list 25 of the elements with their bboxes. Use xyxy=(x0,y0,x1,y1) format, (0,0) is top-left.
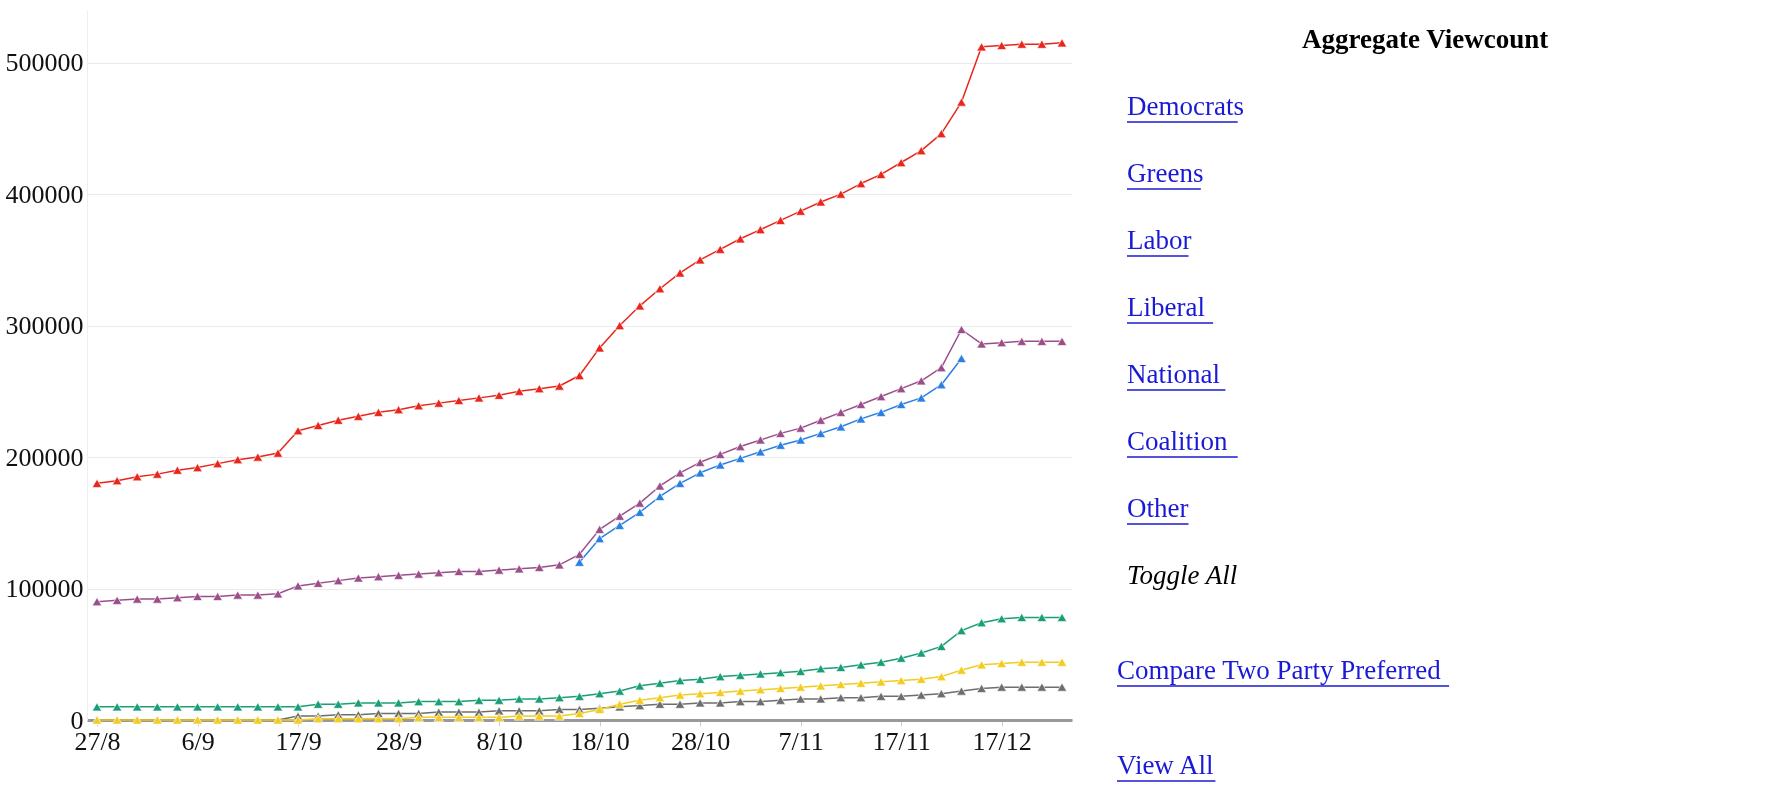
x-tick-label: 28/10 xyxy=(671,726,731,756)
text: Democrats xyxy=(1127,91,1244,121)
x-tick-label: 18/10 xyxy=(570,726,630,756)
text: Liberal xyxy=(1127,292,1205,322)
text: Aggregate Viewcount xyxy=(1302,24,1549,54)
y-tick-label: 400000 xyxy=(5,179,84,209)
text: Greens xyxy=(1127,158,1204,188)
y-tick-label: 300000 xyxy=(5,311,84,341)
x-tick-label: 28/9 xyxy=(375,726,423,756)
y-tick-label: 200000 xyxy=(5,442,84,472)
x-tick-label: 17/11 xyxy=(872,726,931,756)
x-tick-label: 8/10 xyxy=(476,726,523,756)
y-tick-label: 500000 xyxy=(5,48,84,78)
x-tick-label: 7/11 xyxy=(778,726,824,756)
text: View All xyxy=(1117,750,1214,780)
text: Other xyxy=(1127,493,1189,523)
x-tick-label: 6/9 xyxy=(181,726,215,756)
text: Coalition xyxy=(1127,426,1228,456)
text: National xyxy=(1127,359,1220,389)
x-tick-label: 17/12 xyxy=(972,726,1032,756)
text: Labor xyxy=(1127,225,1192,255)
text: Compare Two Party Preferred xyxy=(1117,655,1442,685)
text: Toggle All xyxy=(1127,560,1238,590)
x-tick-label: 17/9 xyxy=(275,726,322,756)
y-tick-label: 100000 xyxy=(5,574,84,604)
